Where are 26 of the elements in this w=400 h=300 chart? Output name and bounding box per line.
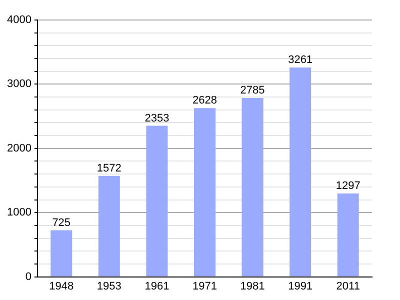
y-tick-label: 4000	[6, 14, 32, 26]
bar	[337, 194, 359, 276]
x-tick-label: 1948	[49, 280, 74, 292]
bar	[290, 67, 312, 276]
data-label: 1297	[336, 180, 360, 192]
data-label: 3261	[288, 54, 313, 66]
x-tick-label: 1961	[144, 280, 170, 292]
bar	[194, 108, 216, 276]
bar	[146, 126, 168, 276]
bar	[98, 176, 120, 276]
x-tick-label: 1981	[240, 280, 265, 292]
x-tick-label: 1971	[192, 280, 217, 292]
y-tick-label: 3000	[6, 78, 32, 90]
x-tick-label: 1953	[96, 280, 122, 292]
y-tick-label: 1000	[6, 206, 32, 219]
y-tick-label: 0	[25, 270, 32, 283]
data-label: 1572	[96, 162, 122, 174]
x-tick-label: 1991	[288, 280, 313, 292]
data-label: 2785	[240, 84, 265, 97]
data-label: 2628	[192, 94, 217, 107]
data-label: 2353	[144, 112, 170, 124]
bar	[50, 230, 72, 276]
data-label: 725	[52, 216, 71, 229]
y-tick-label: 2000	[6, 142, 32, 154]
bar	[242, 98, 264, 276]
x-tick-label: 2011	[336, 280, 360, 292]
